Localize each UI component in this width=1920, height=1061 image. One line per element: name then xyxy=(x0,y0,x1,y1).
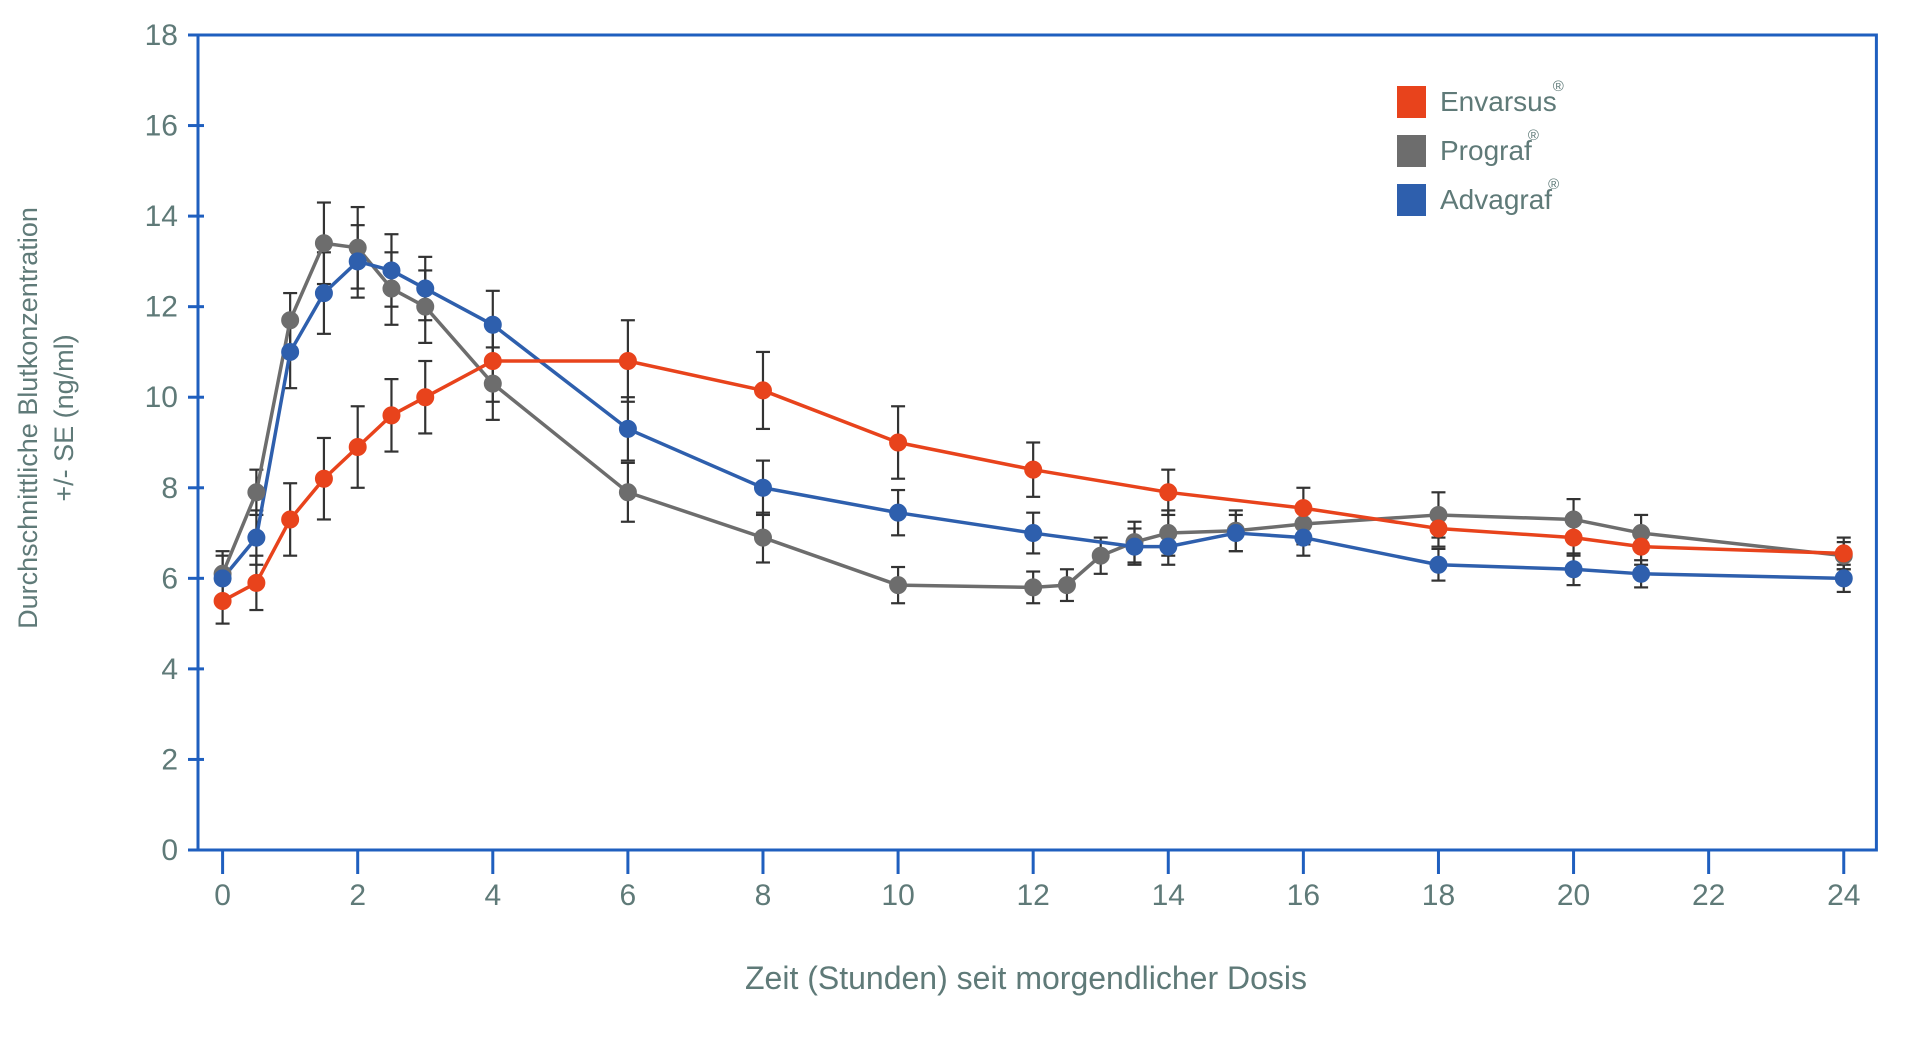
svg-text:12: 12 xyxy=(145,291,178,324)
svg-text:20: 20 xyxy=(1557,879,1590,912)
svg-text:14: 14 xyxy=(145,200,178,233)
svg-text:6: 6 xyxy=(161,562,178,595)
svg-text:0: 0 xyxy=(214,879,231,912)
svg-text:6: 6 xyxy=(620,879,637,912)
svg-text:2: 2 xyxy=(349,879,366,912)
svg-text:10: 10 xyxy=(145,381,178,414)
svg-text:22: 22 xyxy=(1692,879,1725,912)
svg-text:2: 2 xyxy=(161,743,178,776)
svg-text:16: 16 xyxy=(1287,879,1320,912)
svg-text:4: 4 xyxy=(484,879,501,912)
svg-text:18: 18 xyxy=(145,19,178,52)
svg-text:24: 24 xyxy=(1827,879,1860,912)
svg-text:18: 18 xyxy=(1422,879,1455,912)
svg-text:4: 4 xyxy=(161,653,178,686)
svg-text:14: 14 xyxy=(1152,879,1185,912)
svg-text:12: 12 xyxy=(1016,879,1049,912)
svg-text:0: 0 xyxy=(161,834,178,867)
svg-text:10: 10 xyxy=(881,879,914,912)
svg-text:16: 16 xyxy=(145,110,178,143)
svg-text:8: 8 xyxy=(161,472,178,505)
svg-text:8: 8 xyxy=(755,879,772,912)
